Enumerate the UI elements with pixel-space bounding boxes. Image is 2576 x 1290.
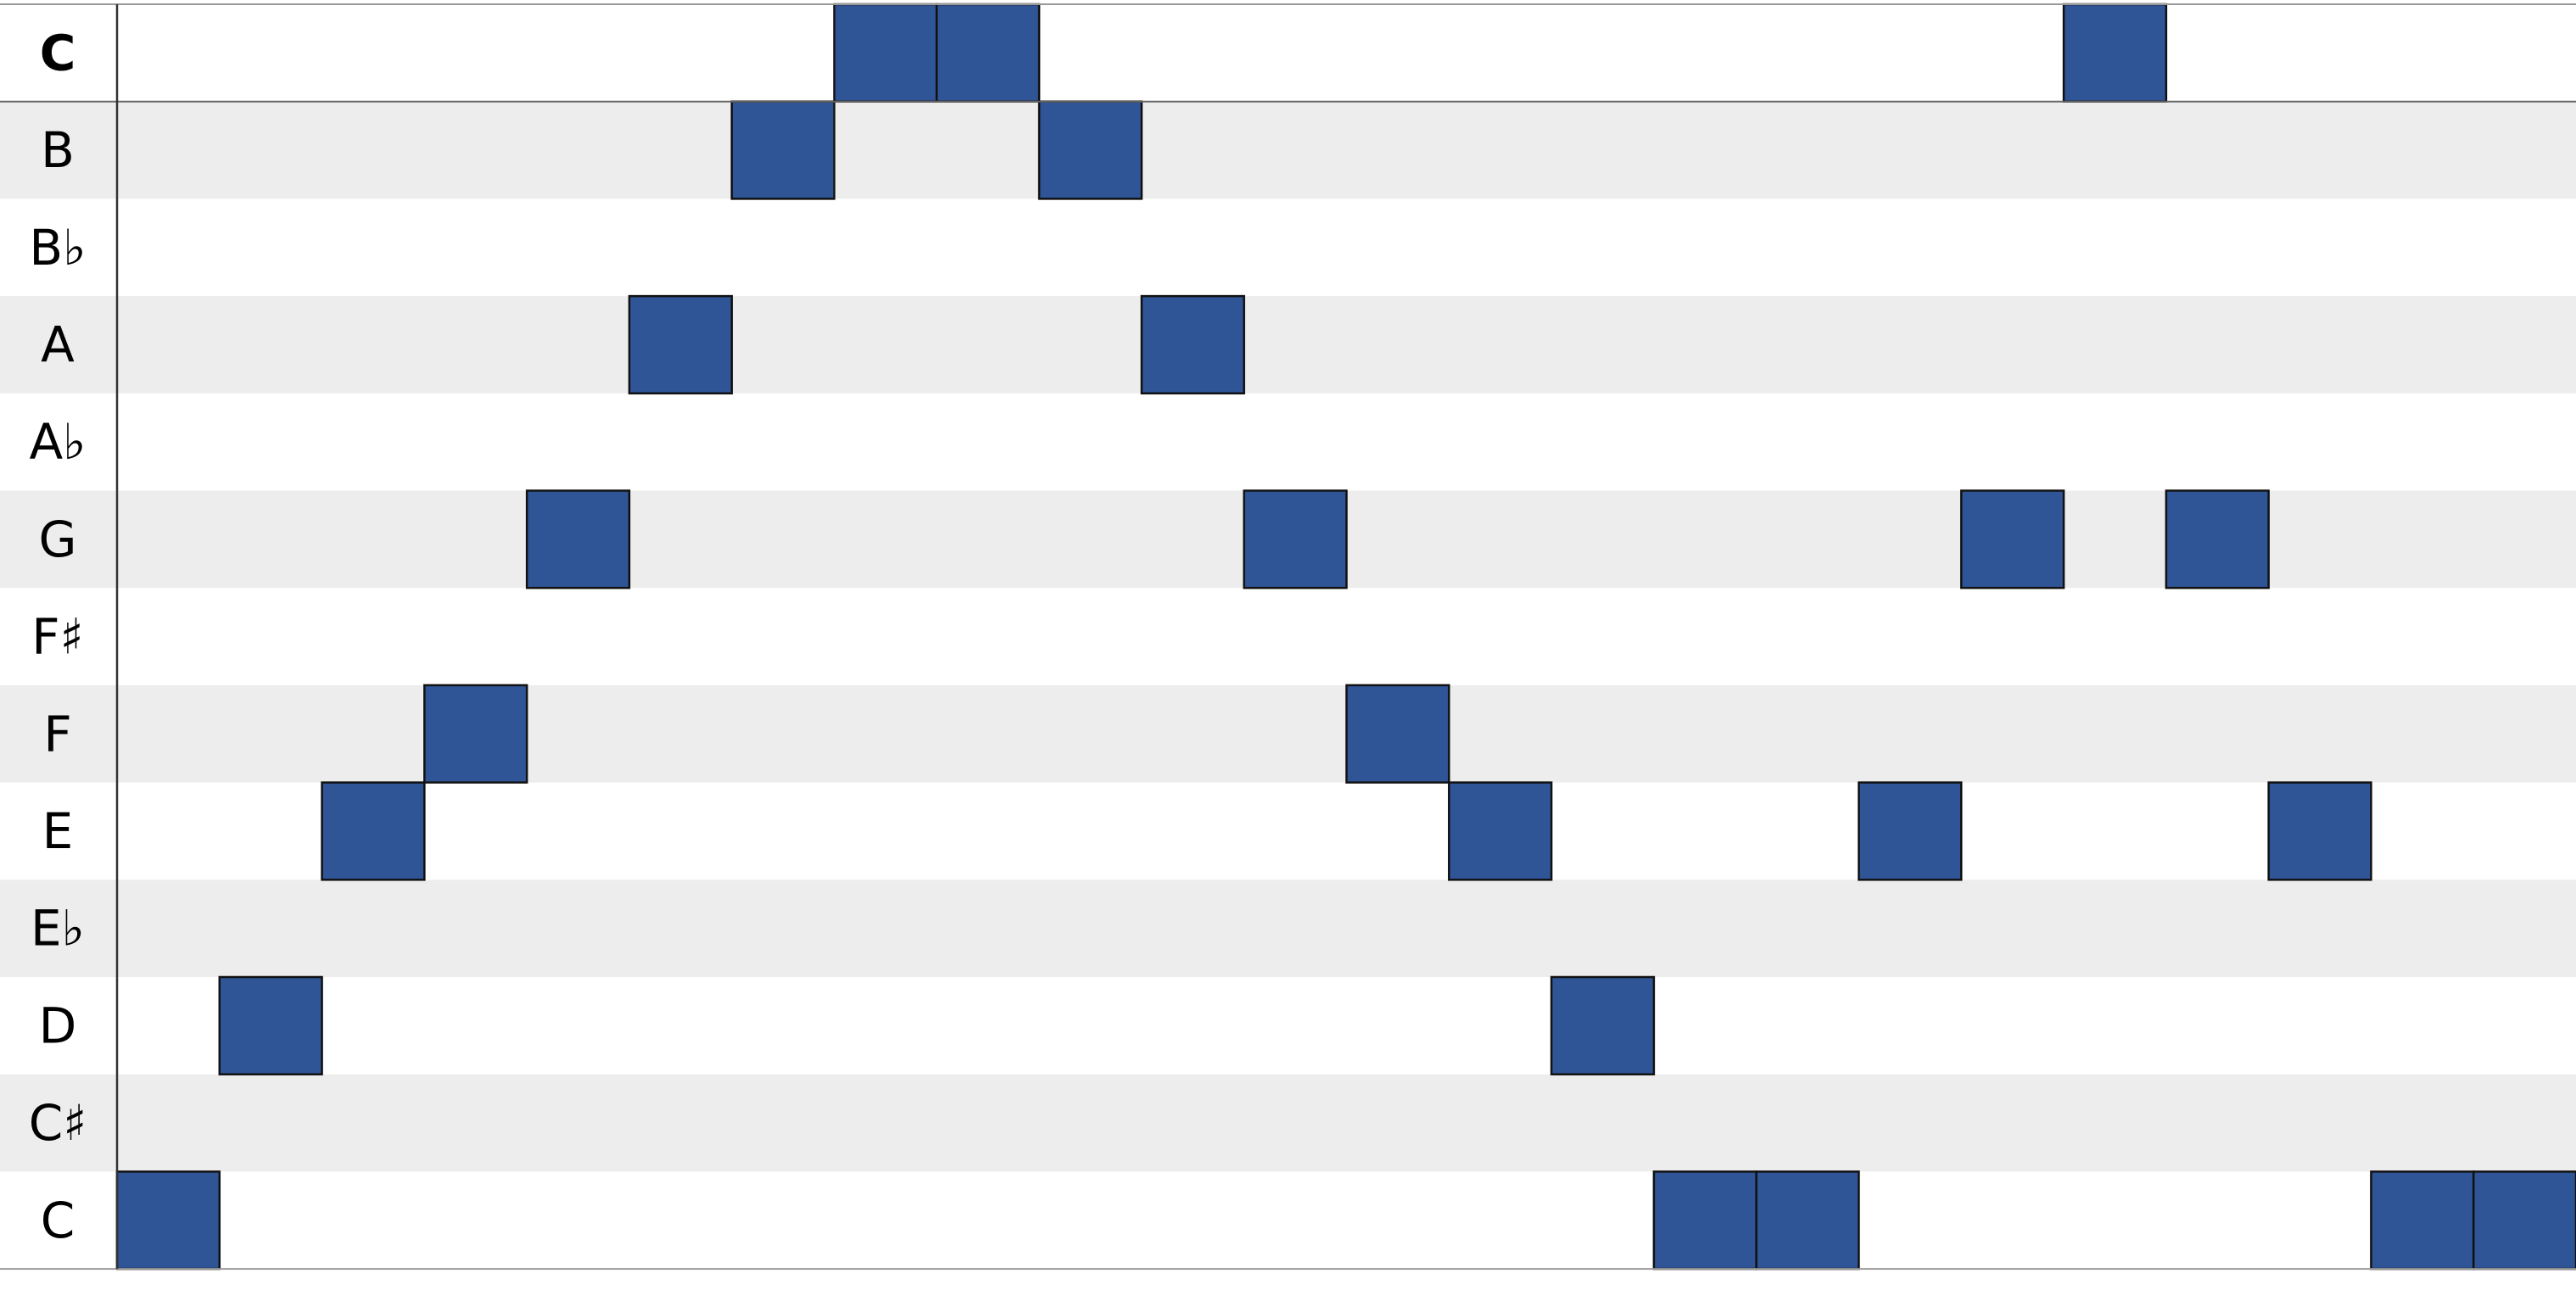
note-cell xyxy=(1960,489,2065,589)
note-cell xyxy=(2370,1170,2475,1270)
note-label: C♯ xyxy=(29,1094,87,1152)
note-cell xyxy=(1550,975,1656,1075)
note-cell xyxy=(1037,100,1143,200)
note-cell xyxy=(423,684,528,784)
note-cell xyxy=(2472,1170,2576,1270)
grid-lines xyxy=(0,3,2576,1270)
row-stripe xyxy=(0,880,2576,977)
note-cell xyxy=(2267,781,2372,881)
row-stripes xyxy=(0,101,2576,1172)
note-cell xyxy=(730,100,835,200)
note-label: G xyxy=(39,511,77,568)
note-cells xyxy=(115,3,2576,1270)
note-label: C xyxy=(40,24,76,81)
row-stripe xyxy=(0,1074,2576,1172)
note-cell xyxy=(2062,3,2168,103)
note-cell xyxy=(936,3,1041,103)
note-labels: CBB♭AA♭GF♯FEE♭DC♯C xyxy=(29,24,87,1248)
note-cell xyxy=(2165,489,2270,589)
note-cell xyxy=(218,975,323,1075)
note-cell xyxy=(628,294,733,395)
note-label: A♭ xyxy=(29,413,86,471)
note-label: B♭ xyxy=(29,219,86,276)
row-stripe xyxy=(0,101,2576,199)
row-stripe xyxy=(0,684,2576,783)
row-stripe xyxy=(0,296,2576,394)
note-cell xyxy=(321,781,426,881)
note-cell xyxy=(1140,294,1245,395)
note-label: E♭ xyxy=(31,900,85,958)
note-cell xyxy=(1345,684,1450,784)
note-label: A xyxy=(41,316,75,373)
note-cell xyxy=(1755,1170,1860,1270)
note-cell xyxy=(1243,489,1348,589)
note-cell xyxy=(1652,1170,1757,1270)
note-cell xyxy=(833,3,938,103)
note-label: F♯ xyxy=(31,608,83,666)
note-label: C xyxy=(41,1192,75,1249)
note-cell xyxy=(1858,781,1963,881)
note-label: E xyxy=(42,802,74,860)
note-cell xyxy=(115,1170,221,1270)
note-label: B xyxy=(41,121,75,179)
note-cell xyxy=(525,489,631,589)
note-label: F xyxy=(43,705,71,762)
note-cell xyxy=(1448,781,1553,881)
note-label: D xyxy=(39,997,77,1054)
